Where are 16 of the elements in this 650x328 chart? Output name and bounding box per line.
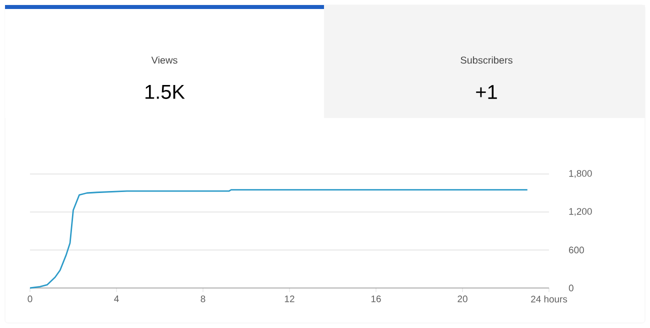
x-tick-label: 4 (114, 296, 119, 302)
line-series (29, 189, 528, 289)
x-tick-label: 8 (200, 296, 206, 302)
text: 1.5K (146, 85, 185, 99)
x-tick-label: 12 (284, 296, 294, 302)
x-tick-label: 24 hours (531, 296, 568, 302)
x-tick-label: 16 (371, 296, 381, 302)
text: +1 (476, 85, 497, 99)
x-tick-label: 0 (28, 296, 32, 302)
y-tick-label: 0 (568, 284, 574, 292)
x-tick-label: 20 (458, 296, 468, 302)
text: Views (151, 56, 178, 64)
text: Subscribers (460, 56, 512, 64)
y-tick-label: 1,800 (569, 170, 592, 178)
y-tick-label: 1,200 (569, 208, 592, 216)
y-tick-label: 600 (569, 246, 584, 254)
